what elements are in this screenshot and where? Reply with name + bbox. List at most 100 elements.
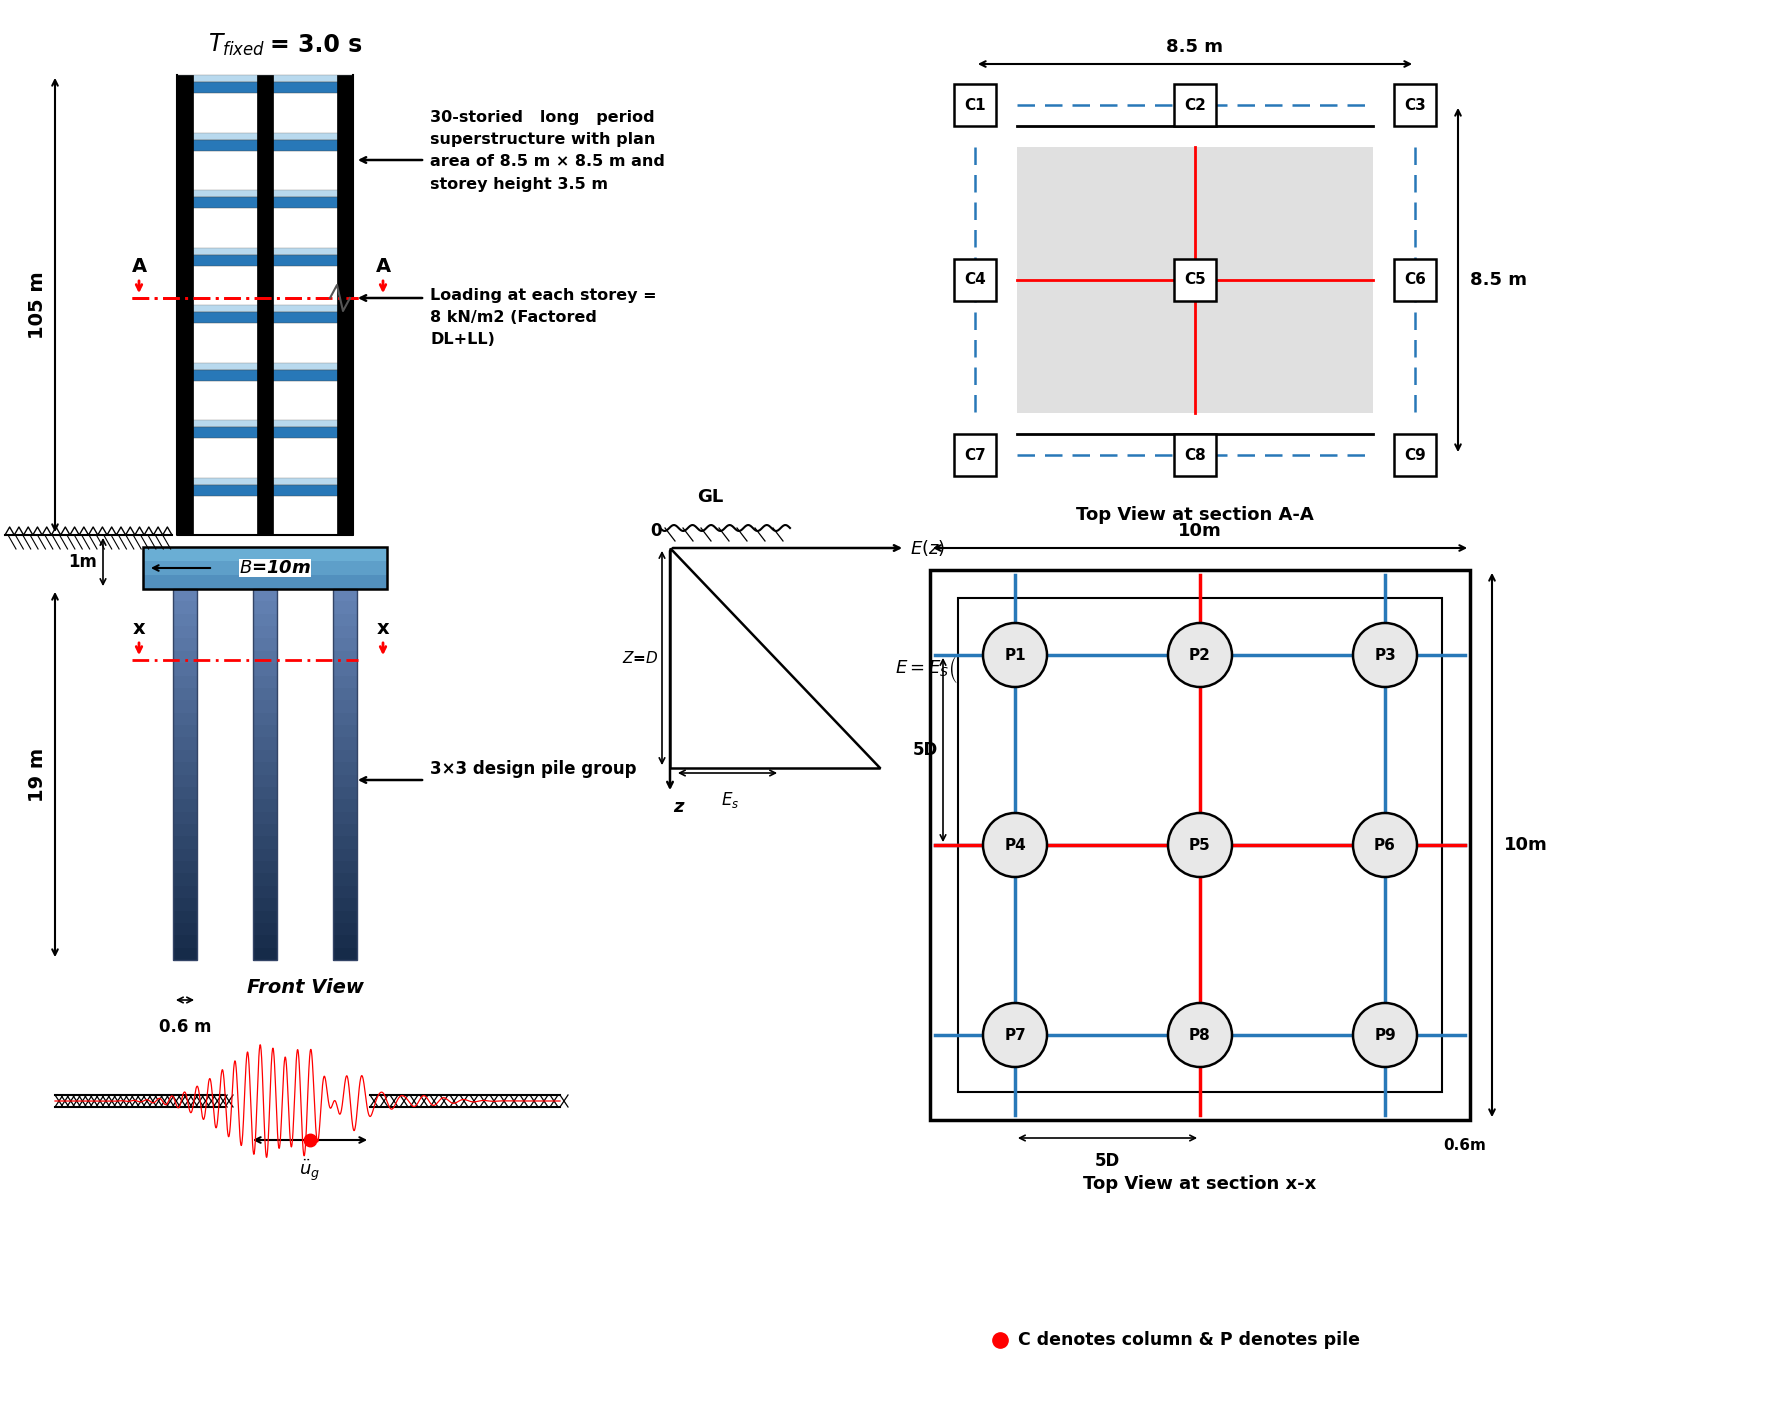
Bar <box>177 248 353 255</box>
Bar <box>144 575 387 590</box>
Bar <box>333 664 356 676</box>
Bar <box>254 664 277 676</box>
Text: $E = E_S\left(\dfrac{z}{D}\right)$: $E = E_S\left(\dfrac{z}{D}\right)$ <box>895 652 982 686</box>
Bar <box>174 812 197 824</box>
Circle shape <box>1353 623 1417 688</box>
Bar <box>254 762 277 775</box>
Text: P8: P8 <box>1190 1027 1211 1043</box>
Bar <box>254 638 277 652</box>
Bar <box>257 75 273 535</box>
Bar <box>254 936 277 948</box>
Bar <box>333 726 356 738</box>
Bar <box>174 848 197 862</box>
Bar <box>254 824 277 837</box>
Text: 19 m: 19 m <box>28 747 48 802</box>
Bar <box>957 597 1441 1092</box>
Bar <box>1174 259 1216 302</box>
Text: 0.6m: 0.6m <box>1443 1138 1486 1153</box>
Bar <box>174 651 197 664</box>
Bar <box>954 434 996 476</box>
Bar <box>174 861 197 875</box>
Bar <box>254 799 277 813</box>
Bar <box>177 304 353 311</box>
Bar <box>177 478 353 485</box>
Text: 105 m: 105 m <box>28 271 48 338</box>
Text: Top View at section A-A: Top View at section A-A <box>1076 506 1314 524</box>
Bar <box>177 255 353 265</box>
Circle shape <box>982 1003 1048 1067</box>
Bar <box>254 837 277 850</box>
Text: Front View: Front View <box>246 978 363 998</box>
Bar <box>174 688 197 702</box>
Bar <box>333 910 356 924</box>
Bar <box>333 861 356 875</box>
Bar <box>254 713 277 726</box>
Bar <box>174 775 197 788</box>
Bar <box>254 626 277 640</box>
Text: z: z <box>672 797 683 816</box>
Bar <box>177 190 353 197</box>
Text: x: x <box>133 619 145 638</box>
Text: P9: P9 <box>1374 1027 1395 1043</box>
Bar <box>1394 259 1436 302</box>
Text: 3×3 design pile group: 3×3 design pile group <box>431 759 637 778</box>
Bar <box>174 923 197 936</box>
Bar <box>177 427 353 438</box>
Text: $B$=10m: $B$=10m <box>239 559 310 578</box>
Bar <box>254 688 277 702</box>
Text: 0: 0 <box>651 521 661 540</box>
Bar <box>254 737 277 751</box>
Text: C6: C6 <box>1404 272 1425 287</box>
Bar <box>1174 85 1216 125</box>
Bar <box>954 85 996 125</box>
Bar <box>254 886 277 899</box>
Bar <box>333 713 356 726</box>
Text: C8: C8 <box>1184 448 1206 462</box>
Text: P3: P3 <box>1374 648 1395 662</box>
Bar <box>174 675 197 689</box>
Bar <box>144 547 387 562</box>
Bar <box>337 75 353 535</box>
Text: C7: C7 <box>965 448 986 462</box>
Bar <box>333 837 356 850</box>
Bar <box>174 837 197 850</box>
Bar <box>333 775 356 788</box>
Text: 8.5 m: 8.5 m <box>1470 271 1527 289</box>
Bar <box>333 638 356 652</box>
Bar <box>333 688 356 702</box>
Bar <box>174 824 197 837</box>
Bar <box>333 737 356 751</box>
Polygon shape <box>670 548 879 768</box>
Text: P4: P4 <box>1004 837 1027 852</box>
Text: C4: C4 <box>965 272 986 287</box>
Bar <box>333 750 356 764</box>
Text: P5: P5 <box>1190 837 1211 852</box>
Circle shape <box>982 623 1048 688</box>
Text: C2: C2 <box>1184 97 1206 113</box>
Bar <box>174 786 197 800</box>
Bar <box>333 589 356 603</box>
Bar <box>254 750 277 764</box>
Bar <box>174 948 197 961</box>
Bar <box>333 762 356 775</box>
Bar <box>254 589 277 603</box>
Bar <box>333 799 356 813</box>
Bar <box>174 750 197 764</box>
Bar <box>177 75 353 82</box>
Circle shape <box>1168 1003 1232 1067</box>
Text: P6: P6 <box>1374 837 1395 852</box>
Bar <box>174 874 197 886</box>
Bar <box>174 589 197 603</box>
Bar <box>254 614 277 627</box>
Bar <box>254 589 277 960</box>
Text: 30-storied   long   period
superstructure with plan
area of 8.5 m × 8.5 m and
st: 30-storied long period superstructure wi… <box>431 110 665 192</box>
Bar <box>333 651 356 664</box>
Text: 5D: 5D <box>913 741 938 759</box>
Text: 8.5 m: 8.5 m <box>1167 38 1223 56</box>
Bar <box>333 786 356 800</box>
Bar <box>1018 147 1372 413</box>
Bar <box>174 936 197 948</box>
Circle shape <box>982 813 1048 876</box>
Bar <box>174 700 197 714</box>
Bar <box>174 898 197 912</box>
